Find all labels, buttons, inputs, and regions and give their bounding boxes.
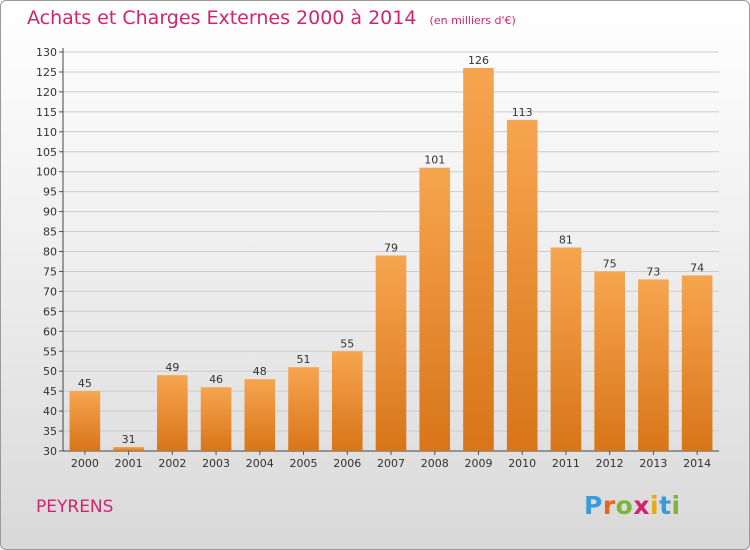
data-label-2004: 48	[253, 365, 267, 378]
logo-letter: i	[671, 491, 681, 520]
bar-2009	[463, 67, 494, 452]
bar-2007	[375, 255, 407, 451]
data-label-2014: 74	[690, 261, 704, 274]
x-tick-label-2004: 2004	[246, 457, 274, 470]
bar-2008	[419, 167, 451, 451]
bar-2013	[638, 279, 669, 451]
commune-name: PEYRENS	[36, 497, 114, 517]
y-tick-label: 30	[43, 445, 57, 458]
logo-letter: P	[584, 491, 603, 520]
bar-2014	[681, 275, 713, 451]
y-tick-label: 45	[43, 385, 57, 398]
y-tick-label: 130	[36, 46, 57, 59]
chart-title: Achats et Charges Externes 2000 à 2014	[27, 7, 417, 29]
logo-letter: o	[615, 491, 634, 520]
bar-2003	[200, 387, 232, 451]
x-tick-label-2009: 2009	[464, 457, 492, 470]
data-label-2003: 46	[209, 373, 223, 386]
x-tick-label-2008: 2008	[421, 457, 449, 470]
bar-2006	[331, 351, 363, 451]
data-label-2001: 31	[122, 433, 136, 446]
bar-2004	[244, 379, 276, 451]
x-tick-label-2011: 2011	[552, 457, 580, 470]
y-tick-label: 90	[43, 206, 57, 219]
chart-unit: (en milliers d'€)	[429, 14, 516, 27]
x-tick-label-2006: 2006	[333, 457, 361, 470]
y-tick-label: 75	[43, 265, 57, 278]
y-tick-label: 80	[43, 246, 57, 259]
y-tick-label: 115	[36, 106, 57, 119]
bar-2005	[288, 367, 319, 451]
bar-2012	[594, 271, 625, 451]
bar-2001	[113, 447, 144, 451]
data-label-2002: 49	[165, 361, 179, 374]
y-tick-label: 120	[36, 86, 57, 99]
y-tick-label: 125	[36, 66, 57, 79]
bar-2010	[506, 119, 538, 451]
axes: 30 35 40 45 50 55 60 65 70 75 80 85 90 95 100 105 110 115…	[36, 46, 719, 470]
y-tick-label: 70	[43, 285, 57, 298]
y-tick-label: 40	[43, 405, 57, 418]
title-line: Achats et Charges Externes 2000 à 2014 (…	[27, 7, 516, 29]
data-label-2006: 55	[340, 337, 354, 350]
y-tick-label: 35	[43, 425, 57, 438]
logo-letter: t	[659, 491, 672, 520]
bar-2002	[157, 375, 188, 451]
y-tick-label: 60	[43, 325, 57, 338]
y-tick-label: 55	[43, 345, 57, 358]
x-tick-label-2003: 2003	[202, 457, 230, 470]
bar-2011	[550, 247, 582, 451]
data-label-2013: 73	[646, 265, 660, 278]
data-label-2009: 126	[468, 54, 489, 67]
proxiti-logo: Proxiti	[584, 491, 681, 520]
data-label-2012: 75	[603, 257, 617, 270]
y-tick-label: 65	[43, 305, 57, 318]
x-tick-label-2013: 2013	[639, 457, 667, 470]
x-tick-label-2002: 2002	[158, 457, 186, 470]
data-label-2000: 45	[78, 377, 92, 390]
data-label-2007: 79	[384, 241, 398, 254]
y-tick-label: 110	[36, 126, 57, 139]
data-labels: 45 31 49 46 48 51 55 79 101 126 113 81 75 73 74	[78, 54, 704, 446]
logo-letter: r	[602, 491, 616, 520]
logo-letter: x	[633, 491, 650, 520]
y-tick-label: 85	[43, 226, 57, 239]
x-tick-label-2012: 2012	[596, 457, 624, 470]
data-label-2011: 81	[559, 234, 573, 247]
x-tick-label-2007: 2007	[377, 457, 405, 470]
x-tick-label-2005: 2005	[290, 457, 318, 470]
y-tick-label: 100	[36, 166, 57, 179]
logo-letter: i	[650, 491, 660, 520]
y-tick-label: 105	[36, 146, 57, 159]
bars	[69, 67, 713, 452]
y-tick-label: 95	[43, 186, 57, 199]
bar-2000	[69, 391, 101, 451]
x-tick-label-2000: 2000	[71, 457, 99, 470]
x-tick-label-2001: 2001	[115, 457, 143, 470]
data-label-2005: 51	[297, 353, 311, 366]
y-tick-label: 50	[43, 365, 57, 378]
data-label-2008: 101	[424, 154, 445, 167]
data-label-2010: 113	[512, 106, 533, 119]
x-tick-label-2014: 2014	[683, 457, 711, 470]
x-tick-label-2010: 2010	[508, 457, 536, 470]
